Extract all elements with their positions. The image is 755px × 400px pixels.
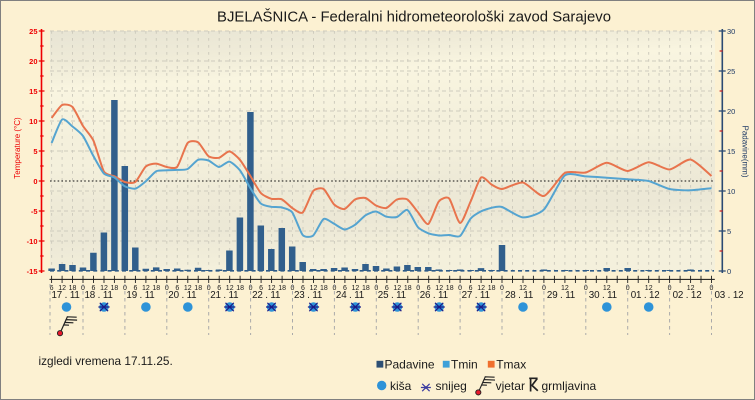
svg-text:18: 18 (69, 285, 77, 292)
svg-text:18: 18 (404, 285, 412, 292)
svg-text:19 . 11: 19 . 11 (126, 290, 154, 301)
svg-text:30 . 11: 30 . 11 (589, 290, 617, 301)
svg-text:-10: -10 (27, 237, 38, 246)
svg-text:18: 18 (236, 285, 244, 292)
svg-text:10: 10 (29, 117, 37, 126)
svg-text:Tmin: Tmin (451, 358, 478, 372)
svg-text:0: 0 (33, 177, 37, 186)
svg-text:29 . 11: 29 . 11 (547, 290, 575, 301)
svg-text:02 . 12: 02 . 12 (673, 290, 702, 301)
svg-text:17 . 11: 17 . 11 (52, 290, 80, 301)
svg-text:12: 12 (310, 285, 318, 292)
svg-text:0: 0 (291, 285, 295, 292)
svg-text:0: 0 (584, 285, 588, 292)
svg-text:03 . 12: 03 . 12 (715, 290, 744, 301)
svg-text:5: 5 (727, 227, 731, 236)
svg-text:18: 18 (278, 285, 286, 292)
svg-text:12: 12 (184, 285, 192, 292)
svg-text:12: 12 (687, 285, 695, 292)
svg-text:12: 12 (58, 285, 66, 292)
svg-text:12: 12 (645, 285, 653, 292)
svg-text:6: 6 (175, 285, 179, 292)
svg-text:snijeg: snijeg (436, 379, 467, 393)
svg-text:6: 6 (427, 285, 431, 292)
svg-text:Padavine(mm): Padavine(mm) (741, 125, 750, 177)
svg-text:18: 18 (320, 285, 328, 292)
svg-text:0: 0 (332, 285, 336, 292)
svg-text:20: 20 (29, 57, 37, 66)
svg-text:21 . 11: 21 . 11 (210, 290, 238, 301)
svg-text:Tmax: Tmax (496, 358, 526, 372)
svg-text:grmljavina: grmljavina (542, 379, 597, 393)
svg-text:18: 18 (111, 285, 119, 292)
svg-text:12: 12 (352, 285, 360, 292)
svg-text:6: 6 (259, 285, 263, 292)
svg-text:6: 6 (50, 285, 54, 292)
svg-text:Temperature (°C): Temperature (°C) (13, 117, 22, 179)
svg-text:vjetar: vjetar (496, 379, 525, 393)
svg-text:24 . 11: 24 . 11 (336, 290, 364, 301)
svg-text:12: 12 (393, 285, 401, 292)
svg-text:18: 18 (362, 285, 370, 292)
svg-text:0: 0 (668, 285, 672, 292)
svg-text:12: 12 (435, 285, 443, 292)
svg-text:5: 5 (33, 147, 37, 156)
svg-text:22 . 11: 22 . 11 (252, 290, 280, 301)
svg-text:25: 25 (727, 67, 735, 76)
svg-text:0: 0 (249, 285, 253, 292)
svg-text:6: 6 (301, 285, 305, 292)
svg-text:12: 12 (268, 285, 276, 292)
svg-text:0: 0 (416, 285, 420, 292)
svg-text:18: 18 (488, 285, 496, 292)
svg-text:20: 20 (727, 107, 735, 116)
svg-text:0: 0 (710, 285, 714, 292)
svg-text:18: 18 (194, 285, 202, 292)
svg-text:18 . 11: 18 . 11 (85, 290, 113, 301)
svg-text:12: 12 (519, 285, 527, 292)
svg-text:12: 12 (226, 285, 234, 292)
svg-text:0: 0 (123, 285, 127, 292)
svg-text:12: 12 (603, 285, 611, 292)
svg-text:15: 15 (29, 87, 37, 96)
svg-text:BJELAŠNICA - Federalni hidrome: BJELAŠNICA - Federalni hidrometeorološki… (217, 9, 611, 26)
svg-text:kiša: kiša (390, 379, 412, 393)
svg-text:01 . 12: 01 . 12 (631, 290, 660, 301)
svg-text:0: 0 (542, 285, 546, 292)
svg-text:18: 18 (446, 285, 454, 292)
svg-text:0: 0 (207, 285, 211, 292)
svg-text:15: 15 (727, 147, 735, 156)
svg-text:6: 6 (133, 285, 137, 292)
svg-text:6: 6 (385, 285, 389, 292)
svg-text:Padavine: Padavine (385, 358, 435, 372)
svg-text:12: 12 (561, 285, 569, 292)
svg-text:0: 0 (458, 285, 462, 292)
svg-text:6: 6 (469, 285, 473, 292)
svg-text:25: 25 (29, 27, 37, 36)
svg-text:0: 0 (727, 267, 731, 276)
svg-text:0: 0 (81, 285, 85, 292)
svg-text:12: 12 (477, 285, 485, 292)
svg-text:0: 0 (374, 285, 378, 292)
svg-text:-5: -5 (31, 207, 38, 216)
svg-text:6: 6 (217, 285, 221, 292)
svg-text:12: 12 (142, 285, 150, 292)
svg-text:12: 12 (100, 285, 108, 292)
svg-text:18: 18 (152, 285, 160, 292)
svg-text:10: 10 (727, 187, 735, 196)
svg-text:izgledi vremena 17.11.25.: izgledi vremena 17.11.25. (39, 354, 173, 368)
svg-text:26 . 11: 26 . 11 (420, 290, 448, 301)
svg-text:6: 6 (92, 285, 96, 292)
svg-text:23 . 11: 23 . 11 (294, 290, 322, 301)
svg-text:0: 0 (626, 285, 630, 292)
svg-text:30: 30 (727, 27, 735, 36)
svg-text:-15: -15 (27, 267, 38, 276)
svg-text:6: 6 (343, 285, 347, 292)
svg-text:27 . 11: 27 . 11 (462, 290, 490, 301)
svg-text:0: 0 (165, 285, 169, 292)
svg-text:25 . 11: 25 . 11 (378, 290, 406, 301)
svg-text:0: 0 (500, 285, 504, 292)
svg-text:28 . 11: 28 . 11 (505, 290, 533, 301)
svg-text:20 . 11: 20 . 11 (168, 290, 196, 301)
